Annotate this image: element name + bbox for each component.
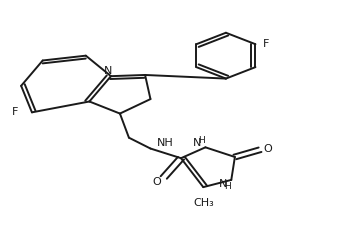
Text: N: N [193,138,202,148]
Text: NH: NH [157,138,173,148]
Text: O: O [264,144,272,154]
Text: N: N [104,66,113,76]
Text: F: F [263,39,269,49]
Text: H: H [198,136,205,145]
Text: O: O [152,177,161,187]
Text: CH₃: CH₃ [193,198,214,208]
Text: N: N [219,179,228,189]
Text: F: F [12,107,18,117]
Text: H: H [224,182,231,191]
